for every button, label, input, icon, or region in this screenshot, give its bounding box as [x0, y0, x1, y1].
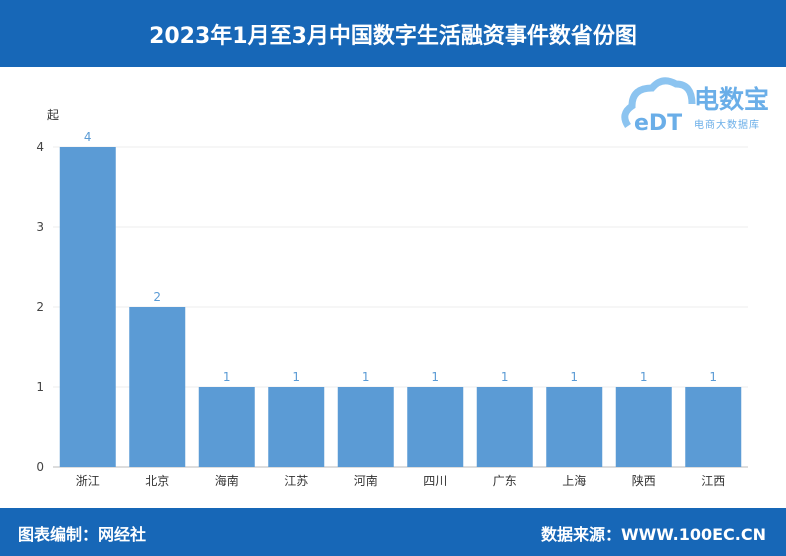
bar [59, 147, 116, 467]
bar [198, 387, 255, 467]
data-label: 1 [431, 370, 439, 384]
bar [268, 387, 325, 467]
data-label: 1 [292, 370, 300, 384]
data-label: 2 [153, 290, 161, 304]
bar [407, 387, 464, 467]
footer: 图表编制：网经社 数据来源：WWW.100EC.CN [0, 508, 786, 556]
y-tick-label: 4 [36, 140, 44, 154]
y-tick-label: 0 [36, 460, 44, 474]
bar [546, 387, 603, 467]
bar [685, 387, 742, 467]
data-label: 4 [84, 130, 92, 144]
x-tick-label: 广东 [493, 474, 517, 488]
y-tick-label: 1 [36, 380, 44, 394]
x-tick-label: 四川 [423, 474, 447, 488]
svg-text:eDT: eDT [634, 111, 682, 136]
logo-name: 电数宝 [694, 85, 770, 114]
logo: eDT 电数宝 电商大数据库 [620, 74, 786, 138]
x-tick-label: 河南 [354, 473, 378, 488]
x-tick-label: 江西 [701, 474, 725, 488]
x-tick-label: 浙江 [76, 474, 100, 488]
bar [129, 307, 186, 467]
chart-title: 2023年1月至3月中国数字生活融资事件数省份图 [0, 0, 786, 67]
y-tick-label: 2 [36, 300, 44, 314]
y-axis-label: 起 [47, 108, 59, 122]
x-tick-label: 江苏 [284, 474, 308, 488]
footer-credit: 图表编制：网经社 [18, 525, 147, 544]
data-label: 1 [709, 370, 717, 384]
data-label: 1 [501, 370, 509, 384]
x-tick-label: 海南 [215, 473, 239, 488]
data-label: 1 [570, 370, 578, 384]
cloud-logo-icon: eDT [621, 77, 696, 136]
data-label: 1 [223, 370, 231, 384]
x-tick-label: 陕西 [632, 473, 656, 488]
logo-tagline: 电商大数据库 [694, 120, 760, 131]
bar [476, 387, 533, 467]
x-tick-label: 上海 [562, 473, 586, 488]
bar [337, 387, 394, 467]
data-label: 1 [362, 370, 370, 384]
bar [615, 387, 672, 467]
y-tick-label: 3 [36, 220, 44, 234]
x-tick-label: 北京 [145, 474, 169, 488]
data-label: 1 [640, 370, 648, 384]
footer-source: 数据来源：WWW.100EC.CN [540, 525, 766, 544]
